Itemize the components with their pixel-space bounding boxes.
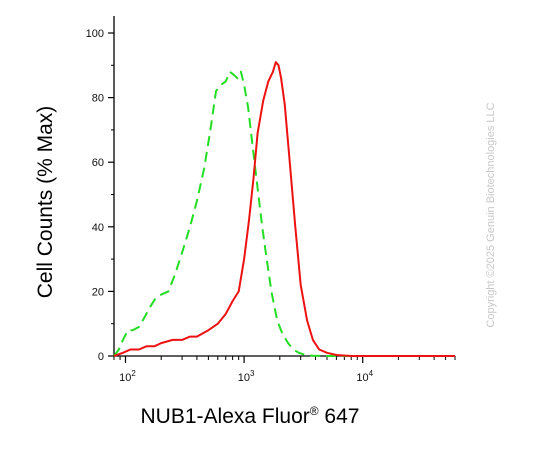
y-tick-label: 0	[98, 351, 104, 363]
x-tick-label: 103	[238, 369, 255, 384]
y-tick-label: 60	[92, 157, 104, 169]
y-axis: 0 20 40 60 80 100	[86, 16, 115, 363]
series-line-1	[113, 70, 455, 357]
x-axis-title: NUB1-Alexa Fluor® 647	[0, 404, 500, 429]
x-axis: 102 103 104	[113, 355, 456, 384]
y-tick-label: 80	[92, 93, 104, 105]
y-tick-label: 20	[92, 286, 104, 298]
watermark: Copyright ©2025 Genuin Biotechnologies L…	[485, 102, 497, 327]
x-tick-label: 102	[119, 369, 136, 384]
y-tick-label: 40	[92, 222, 104, 234]
x-tick-label: 104	[356, 369, 373, 384]
y-tick-label: 100	[86, 28, 104, 40]
series-line-2	[113, 61, 455, 357]
x-axis-title-text: NUB1-Alexa Fluor® 647	[140, 404, 360, 428]
y-axis-title: Cell Counts (% Max)	[34, 106, 57, 299]
series-layer	[113, 61, 455, 357]
